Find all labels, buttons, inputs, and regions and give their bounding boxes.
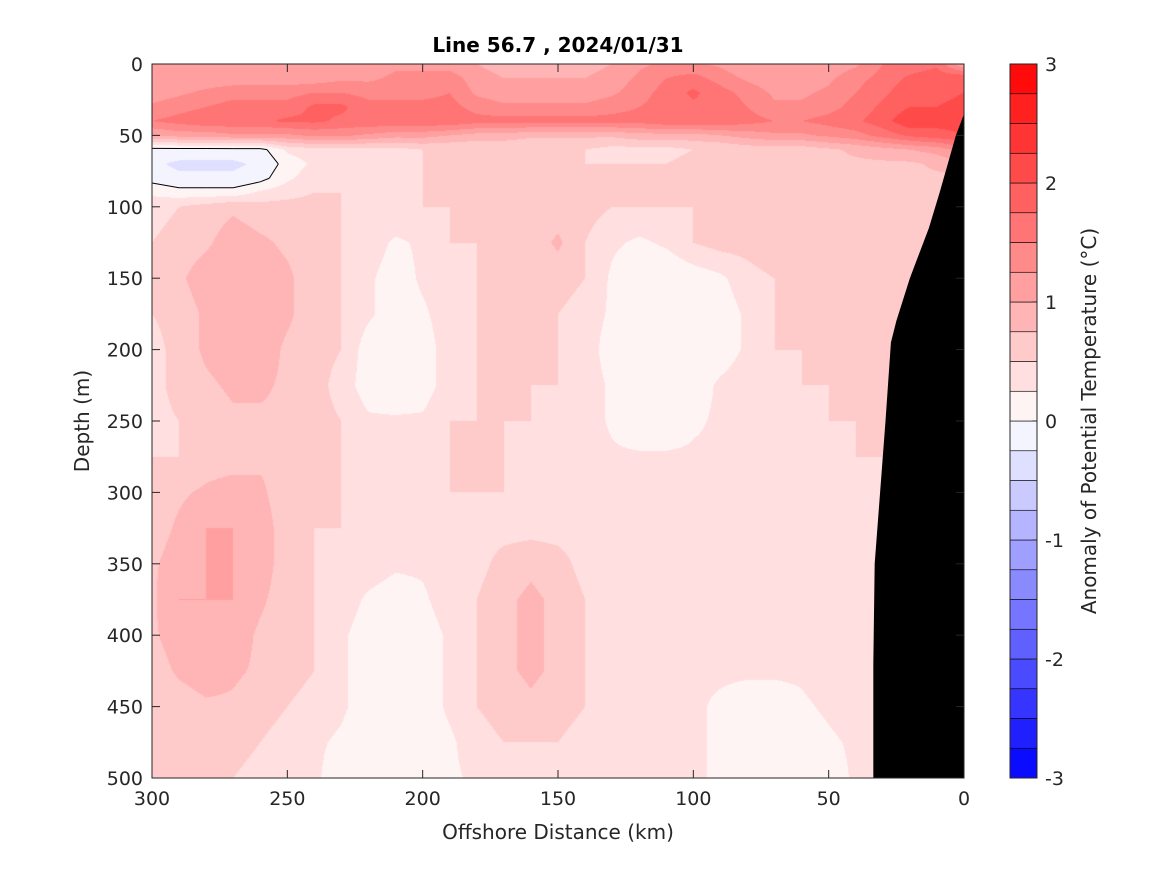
y-tick-label: 100 — [107, 197, 143, 219]
colorbar-swatch — [1009, 718, 1038, 749]
colorbar-swatch — [1009, 688, 1038, 719]
y-tick-label: 500 — [107, 768, 143, 790]
y-tick-label: 0 — [131, 54, 143, 76]
x-tick-label: 150 — [540, 788, 576, 810]
colorbar-swatch — [1009, 212, 1038, 243]
colorbar-swatch — [1009, 539, 1038, 571]
colorbar-tick-label: -1 — [1045, 530, 1064, 552]
colorbar-swatch — [1009, 271, 1038, 303]
x-axis-label: Offshore Distance (km) — [442, 820, 674, 844]
colorbar-tick-label: 0 — [1045, 411, 1057, 433]
zero-contour-segment — [268, 163, 279, 179]
zero-contour-segment — [266, 149, 279, 165]
seafloor-bathymetry — [873, 113, 964, 778]
zero-contour-segment — [260, 177, 270, 183]
y-tick-label: 350 — [107, 554, 143, 576]
zero-contour-segment — [152, 182, 180, 189]
colorbar-swatch — [1009, 599, 1038, 630]
zero-contour — [152, 147, 279, 189]
plot-area — [151, 63, 965, 779]
colorbar-swatch — [1009, 420, 1038, 452]
y-tick-label: 250 — [107, 411, 143, 433]
y-tick-label: 200 — [107, 340, 143, 362]
colorbar-swatch — [1009, 450, 1038, 481]
colorbar-tick-label: -2 — [1045, 649, 1064, 671]
colorbar-tick-label: -3 — [1045, 768, 1064, 790]
x-tick-label: 200 — [405, 788, 441, 810]
x-tick-label: 50 — [817, 788, 841, 810]
chart-title: Line 56.7 , 2024/01/31 — [432, 33, 683, 57]
x-tick-label: 100 — [675, 788, 711, 810]
colorbar-swatch — [1009, 152, 1038, 184]
colorbar-tick-label: 2 — [1045, 173, 1057, 195]
colorbar-swatch — [1009, 509, 1038, 541]
colorbar-swatch — [1009, 658, 1038, 690]
colorbar-swatch — [1009, 182, 1038, 214]
colorbar-tick-label: 3 — [1045, 54, 1057, 76]
colorbar-swatch — [1009, 331, 1038, 362]
x-tick-label: 300 — [134, 788, 170, 810]
y-tick-label: 450 — [107, 697, 143, 719]
colorbar: -3 -2 -1 0 1 2 3 — [1009, 54, 1064, 790]
x-tick-label: 0 — [958, 788, 970, 810]
colorbar-label: Anomaly of Potential Temperature (°C) — [1077, 228, 1101, 614]
temperature-anomaly-field — [152, 64, 964, 778]
colorbar-swatch — [1009, 569, 1038, 600]
y-tick-label: 150 — [107, 268, 143, 290]
colorbar-tick-label: 1 — [1045, 292, 1057, 314]
colorbar-swatch — [1009, 301, 1038, 333]
colorbar-swatch — [1009, 93, 1038, 124]
colorbar-swatch — [1009, 361, 1038, 392]
colorbar-swatch — [1009, 63, 1038, 95]
colorbar-swatch — [1009, 628, 1038, 660]
zero-contour-segment — [260, 148, 268, 151]
colorbar-swatch — [1009, 123, 1038, 154]
zero-contour-segment — [233, 181, 261, 189]
x-tick-label: 250 — [269, 788, 305, 810]
colorbar-swatch — [1009, 747, 1038, 779]
x-axis: 300 250 200 150 100 50 0 — [134, 64, 970, 810]
colorbar-swatch — [1009, 480, 1038, 511]
y-tick-label: 50 — [119, 125, 143, 147]
y-tick-label: 400 — [107, 625, 143, 647]
y-tick-label: 300 — [107, 482, 143, 504]
colorbar-swatch — [1009, 242, 1038, 273]
y-axis-label: Depth (m) — [70, 370, 94, 472]
colorbar-swatch — [1009, 390, 1038, 422]
y-axis: 0 50 100 150 200 250 300 350 400 450 500 — [107, 54, 964, 790]
